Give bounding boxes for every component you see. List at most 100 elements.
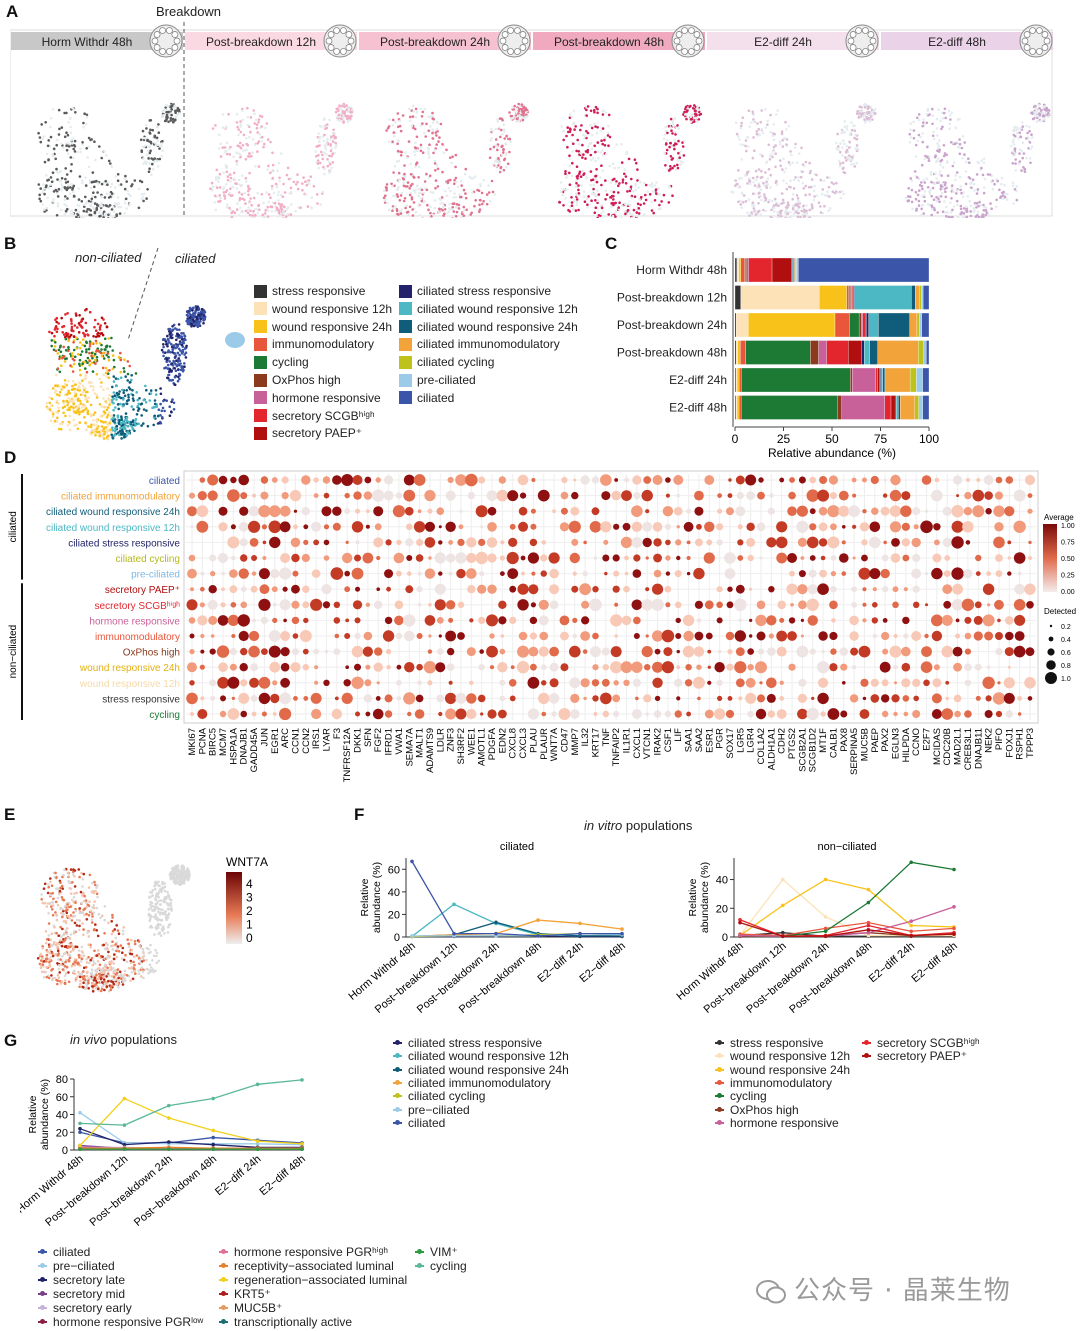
umap-a-point: [763, 193, 766, 196]
umap-a-point: [487, 184, 490, 187]
umap-a-point: [742, 194, 746, 197]
umap-a-point: [317, 140, 321, 144]
d-dot: [600, 521, 612, 533]
umap-b-point: [119, 402, 122, 406]
umap-a-point: [501, 118, 504, 122]
umap-b-point: [78, 413, 81, 416]
umap-a-point: [951, 164, 955, 168]
umap-a-point: [604, 111, 608, 114]
umap-a-point: [491, 130, 495, 133]
umap-b-point: [67, 339, 70, 342]
umap-a-point: [644, 198, 648, 202]
umap-a-point: [452, 196, 455, 199]
umap-a-point: [920, 184, 924, 188]
umap-b-point: [100, 405, 103, 408]
umap-b-point: [188, 311, 191, 315]
d-dot: [1013, 489, 1026, 502]
umap-a-point: [172, 120, 175, 124]
umap-a-point: [312, 185, 316, 188]
umap-3: [558, 104, 703, 218]
umap-a-point: [620, 217, 624, 218]
umap-a-point: [677, 139, 680, 143]
umap-a-point: [748, 180, 751, 183]
umap-b-point: [192, 324, 196, 328]
umap-a-point: [433, 159, 437, 163]
d-dot: [736, 492, 744, 500]
umap-a-point: [418, 213, 421, 217]
umap-a-point: [227, 112, 230, 116]
umap-a-point: [490, 179, 494, 183]
umap-a-point: [87, 165, 91, 169]
d-row-label: secretory SCGBʰⁱᵍʰ: [95, 601, 181, 612]
legend-b-item: ciliated cycling: [399, 355, 494, 369]
umap-a-point: [1013, 188, 1017, 191]
d-dot: [392, 505, 406, 518]
umap-a-point: [751, 192, 755, 195]
umap-a-point: [916, 116, 919, 120]
umap-a-point: [961, 156, 964, 160]
umap-a-point: [485, 193, 489, 196]
umap-a-point: [908, 195, 912, 198]
umap-a-point: [853, 165, 857, 168]
d-dot: [221, 571, 225, 576]
umap-a-point: [694, 119, 698, 122]
umap-a-point: [593, 108, 596, 112]
umap-a-point: [520, 115, 524, 119]
umap-1: [209, 102, 354, 218]
umap-a-point: [785, 182, 788, 185]
d-dot: [268, 505, 281, 518]
umap-a-point: [237, 191, 241, 194]
umap-a-point: [980, 159, 983, 162]
preciliated-cluster: [225, 332, 245, 348]
umap-b-point: [119, 351, 122, 355]
umap-a-point: [43, 208, 46, 211]
umap-a-point: [224, 183, 228, 186]
umap-b-point: [142, 408, 146, 411]
umap-b-point: [54, 341, 57, 344]
umap-b-point: [85, 329, 88, 332]
umap-a-point: [989, 202, 992, 205]
umap-a-point: [473, 175, 477, 178]
umap-a-point: [990, 207, 993, 210]
umap-b-point: [178, 377, 181, 381]
umap-a-point: [955, 171, 959, 174]
d-dot: [413, 521, 426, 533]
umap-a-point: [949, 201, 952, 204]
umap-a-point: [65, 204, 68, 208]
umap-a-point: [841, 190, 844, 193]
d-dot: [632, 475, 642, 485]
umap-b-point: [162, 399, 165, 403]
umap-a-point: [65, 144, 68, 147]
umap-a-point: [106, 183, 109, 186]
umap-a-point: [425, 188, 429, 192]
umap-b-point: [54, 349, 58, 353]
d-dot: [447, 476, 454, 484]
d-dot: [189, 492, 195, 499]
umap-b-point: [163, 409, 166, 413]
umap-a-point: [781, 168, 784, 171]
legend-swatch: [399, 284, 412, 298]
umap-a-point: [935, 117, 939, 121]
umap-a-point: [109, 195, 112, 198]
umap-b-point: [159, 392, 163, 396]
umap-a-point: [89, 213, 93, 217]
umap-b-point: [81, 362, 84, 365]
umap-a-point: [914, 190, 918, 194]
umap-a-point: [982, 205, 986, 209]
d-dot: [796, 520, 809, 533]
umap-a-point: [253, 143, 257, 146]
umap-a-point: [412, 176, 416, 179]
d-dot: [363, 491, 373, 500]
legend-label: immunomodulatory: [272, 337, 375, 352]
umap-a-point: [976, 214, 979, 217]
umap-a-point: [914, 197, 918, 201]
umap-a-point: [575, 198, 579, 201]
umap-a-point: [576, 194, 580, 198]
umap-a-point: [91, 201, 94, 204]
umap-a-point: [568, 154, 571, 157]
umap-a-point: [1028, 157, 1032, 160]
d-dot: [383, 475, 394, 485]
organoid-cell: [1041, 44, 1049, 51]
umap-a-point: [479, 184, 483, 188]
umap-b-point: [176, 379, 180, 383]
